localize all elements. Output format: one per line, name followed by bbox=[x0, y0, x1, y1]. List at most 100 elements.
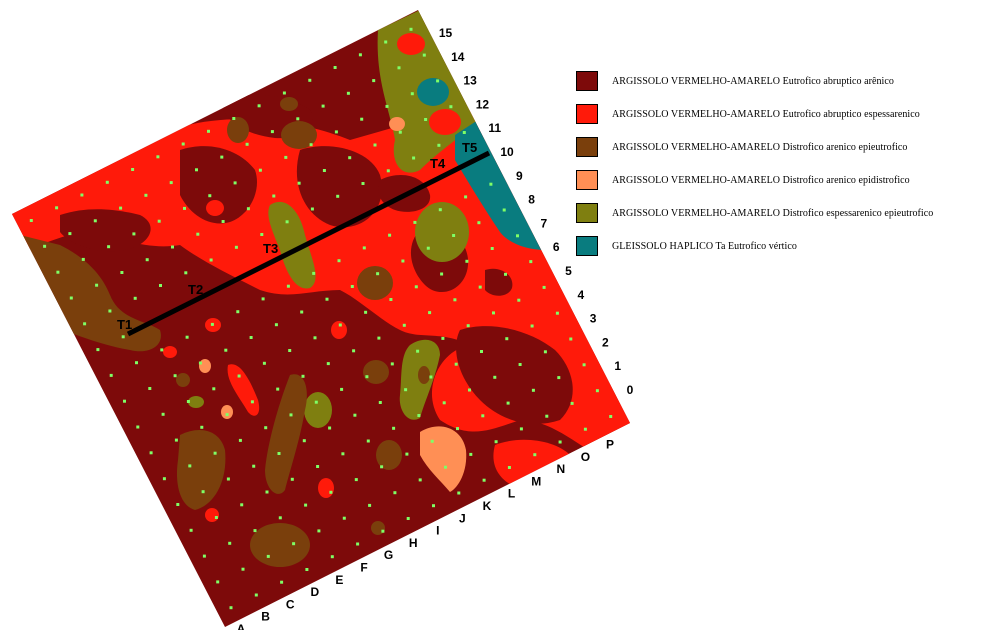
column-label: B bbox=[261, 610, 270, 624]
sample-point bbox=[558, 440, 562, 444]
sample-point bbox=[189, 528, 193, 532]
legend-swatch bbox=[576, 71, 598, 91]
sample-point bbox=[333, 66, 337, 69]
sample-point bbox=[426, 246, 430, 250]
sample-point bbox=[583, 427, 587, 431]
sample-point bbox=[176, 503, 180, 506]
sample-point bbox=[290, 477, 294, 481]
sample-point bbox=[93, 219, 97, 223]
sample-point bbox=[169, 181, 173, 185]
soil-unit-espessarenico-patch bbox=[331, 321, 347, 339]
sample-point bbox=[250, 400, 254, 404]
sample-point bbox=[221, 220, 225, 223]
sample-point bbox=[270, 130, 274, 134]
sample-point bbox=[302, 439, 306, 443]
sample-point bbox=[184, 271, 188, 275]
sample-point bbox=[225, 413, 229, 417]
sample-point bbox=[477, 221, 481, 225]
transect-label-t3: T3 bbox=[263, 241, 278, 256]
sample-point bbox=[405, 452, 409, 456]
sample-point bbox=[277, 452, 281, 455]
sample-point bbox=[462, 131, 466, 134]
sample-point bbox=[478, 285, 482, 289]
sample-point bbox=[350, 285, 354, 288]
sample-point bbox=[232, 117, 236, 120]
legend-swatch bbox=[576, 104, 598, 124]
sample-point bbox=[414, 285, 418, 289]
column-label: F bbox=[360, 561, 367, 575]
sample-point bbox=[337, 259, 341, 263]
sample-point bbox=[385, 104, 389, 108]
sample-point bbox=[519, 427, 523, 431]
sample-point bbox=[56, 270, 60, 274]
row-label: 12 bbox=[476, 97, 490, 111]
sample-point bbox=[236, 310, 240, 314]
sample-point bbox=[301, 374, 305, 378]
sample-point bbox=[322, 169, 326, 172]
column-label: M bbox=[531, 474, 541, 488]
sample-point bbox=[336, 194, 340, 198]
sample-point bbox=[570, 401, 574, 405]
sample-point bbox=[372, 79, 376, 83]
sample-point bbox=[362, 246, 366, 250]
sample-point bbox=[246, 207, 250, 211]
column-label: O bbox=[581, 450, 590, 464]
sample-point bbox=[314, 400, 318, 404]
sample-point bbox=[557, 376, 561, 380]
sample-point bbox=[422, 53, 426, 57]
sample-point bbox=[406, 517, 410, 520]
sample-point bbox=[121, 335, 125, 339]
sample-point bbox=[262, 361, 266, 365]
sample-point bbox=[595, 389, 599, 393]
sample-point bbox=[348, 156, 352, 160]
sample-point bbox=[312, 271, 316, 275]
sample-point bbox=[157, 219, 161, 223]
sample-point bbox=[68, 232, 72, 236]
sample-point bbox=[542, 285, 546, 289]
row-label: 4 bbox=[577, 288, 584, 302]
soil-unit-arenico-epidistrofico bbox=[420, 426, 467, 492]
sample-point bbox=[555, 311, 559, 315]
sample-point bbox=[188, 464, 192, 468]
sample-point bbox=[234, 245, 238, 249]
row-label: 5 bbox=[565, 264, 572, 278]
sample-point bbox=[260, 233, 264, 236]
sample-point bbox=[328, 426, 332, 430]
sample-point bbox=[96, 348, 100, 352]
sample-point bbox=[505, 337, 509, 341]
sample-point bbox=[83, 322, 87, 326]
sample-point bbox=[377, 336, 381, 340]
sample-point bbox=[353, 413, 357, 417]
column-label: N bbox=[556, 462, 565, 476]
sample-point bbox=[238, 438, 242, 442]
column-label: H bbox=[409, 536, 418, 550]
sample-point bbox=[444, 465, 447, 469]
column-label: K bbox=[483, 499, 492, 513]
sample-point bbox=[131, 168, 135, 171]
sample-point bbox=[529, 260, 533, 264]
sample-point bbox=[207, 129, 210, 133]
sample-point bbox=[410, 92, 414, 96]
sample-point bbox=[213, 451, 217, 455]
soil-unit-espessarenico-epieutrofico bbox=[304, 392, 332, 428]
sample-point bbox=[216, 580, 220, 584]
sample-point bbox=[198, 361, 202, 365]
soil-unit-arenico-epidistrofico bbox=[199, 359, 211, 373]
sample-point bbox=[29, 219, 33, 222]
sample-point bbox=[108, 309, 112, 313]
sample-point bbox=[453, 298, 457, 302]
sample-point bbox=[438, 208, 442, 212]
sample-point bbox=[80, 193, 84, 197]
sample-point bbox=[454, 362, 458, 366]
legend-swatch bbox=[576, 203, 598, 223]
sample-point bbox=[480, 350, 483, 353]
transect-line bbox=[126, 150, 491, 337]
sample-point bbox=[416, 349, 420, 353]
sample-point bbox=[254, 593, 258, 597]
sample-point bbox=[442, 401, 446, 405]
soil-unit-arenico-lobe bbox=[456, 326, 573, 424]
sample-point bbox=[252, 464, 256, 468]
sample-point bbox=[338, 323, 342, 327]
soil-unit-espessarenico-epieutrofico bbox=[415, 202, 469, 262]
sample-point bbox=[418, 478, 422, 482]
